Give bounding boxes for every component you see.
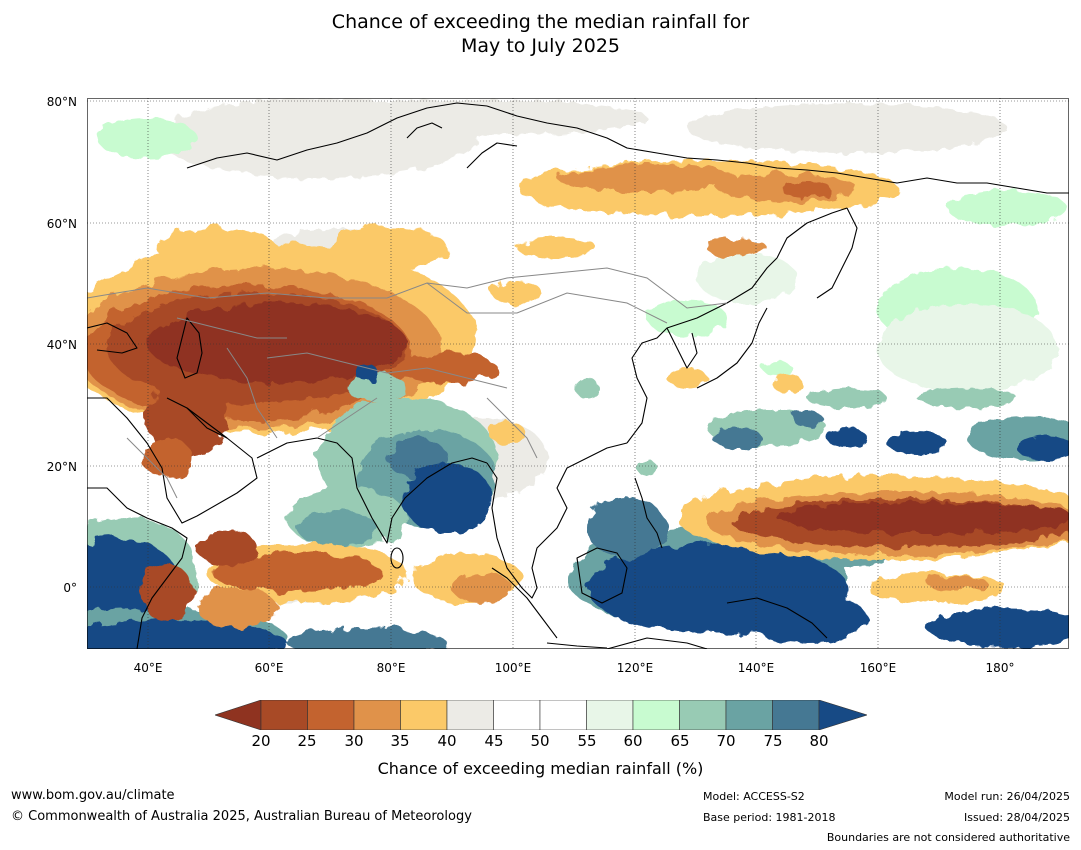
west-indian-ocean-wet	[87, 518, 1069, 649]
website-link[interactable]: www.bom.gov.au/climate	[11, 788, 175, 803]
lon-label-140e: 140°E	[737, 661, 775, 675]
lat-label-equator: 0°	[63, 581, 77, 595]
lon-label-40e: 40°E	[133, 661, 163, 675]
lon-label-160e: 160°E	[859, 661, 897, 675]
model-text: Model: ACCESS-S2	[703, 790, 805, 803]
lon-label-100e: 100°E	[494, 661, 532, 675]
disclaimer-text: Boundaries are not considered authoritat…	[826, 831, 1070, 844]
pacific-dry-band	[677, 476, 1069, 603]
title-line-2: May to July 2025	[461, 35, 620, 57]
colorbar-segment-40-45	[446, 699, 494, 731]
colorbar-tick: 50	[530, 732, 550, 750]
colorbar-segment-65-70	[679, 699, 727, 731]
country-boundaries	[87, 267, 728, 499]
lat-label-40n: 40°N	[46, 338, 77, 352]
lon-label-60e: 60°E	[254, 661, 284, 675]
lon-label-180: 180°	[985, 661, 1015, 675]
siberia-dry-band	[492, 160, 897, 305]
colorbar-extend-high	[818, 699, 869, 731]
model-run-text: Model run: 26/04/2025	[944, 790, 1070, 803]
rainfall-probability-map	[87, 98, 1069, 649]
colorbar-tick: 40	[437, 732, 457, 750]
map-title: Chance of exceeding the median rainfall …	[0, 10, 1081, 58]
small-anomaly-patches	[489, 361, 802, 476]
colorbar-segment-50-55	[539, 699, 587, 731]
title-line-1: Chance of exceeding the median rainfall …	[331, 11, 750, 33]
colorbar-tick: 25	[297, 732, 317, 750]
colorbar-tick: 55	[577, 732, 597, 750]
colorbar-segment-20-25	[260, 699, 308, 731]
west-pacific-wet-band	[707, 388, 1069, 460]
colorbar-tick: 70	[716, 732, 736, 750]
colorbar-segment-45-50	[493, 699, 541, 731]
colorbar-tick: 35	[390, 732, 410, 750]
south-asia-wet-region	[287, 365, 497, 548]
colorbar-segment-30-35	[353, 699, 401, 731]
copyright-text: © Commonwealth of Australia 2025, Austra…	[11, 809, 472, 824]
lon-label-80e: 80°E	[376, 661, 406, 675]
coastlines	[87, 102, 1069, 649]
lon-label-120e: 120°E	[616, 661, 654, 675]
colorbar-segment-35-40	[400, 699, 448, 731]
lat-label-60n: 60°N	[46, 217, 77, 231]
colorbar-segment-25-30	[307, 699, 355, 731]
issued-text: Issued: 28/04/2025	[963, 811, 1070, 824]
colorbar-tick: 60	[623, 732, 643, 750]
colorbar-segment-55-60	[586, 699, 634, 731]
base-period-text: Base period: 1981-2018	[703, 811, 836, 824]
colorbar-tick: 65	[670, 732, 690, 750]
colorbar	[214, 699, 869, 731]
colorbar-segment-70-75	[725, 699, 773, 731]
colorbar-label: Chance of exceeding median rainfall (%)	[377, 759, 704, 778]
colorbar-tick: 30	[344, 732, 364, 750]
colorbar-tick: 20	[251, 732, 271, 750]
colorbar-tick: 75	[763, 732, 783, 750]
colorbar-tick: 80	[809, 732, 829, 750]
lat-label-20n: 20°N	[46, 460, 77, 474]
colorbar-segment-60-65	[632, 699, 680, 731]
colorbar-extend-low	[214, 699, 262, 731]
colorbar-tick: 45	[484, 732, 504, 750]
equatorial-indian-ocean-dry	[142, 530, 522, 628]
lat-label-80n: 80°N	[46, 95, 77, 109]
colorbar-segment-75-80	[772, 699, 820, 731]
